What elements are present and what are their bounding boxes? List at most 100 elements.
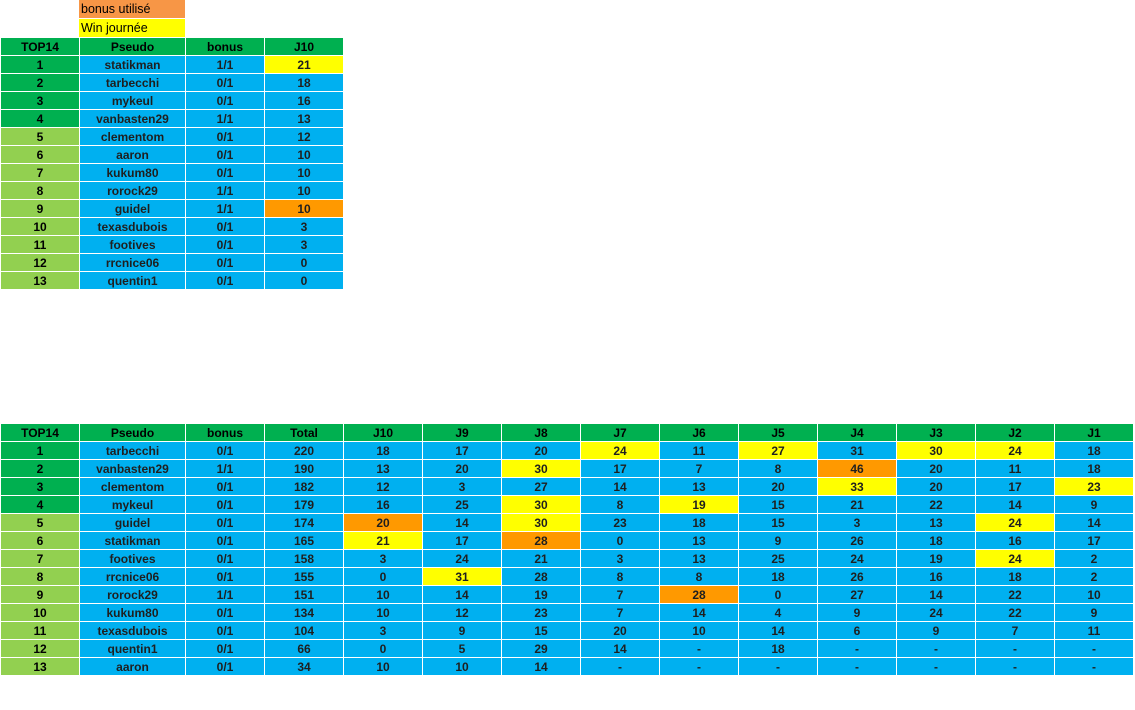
day-score-cell: 2 xyxy=(1054,567,1134,586)
table-row: 11 footives 0/1 3 xyxy=(0,235,344,254)
day-score-cell: 24 xyxy=(580,441,660,460)
day-score-cell: 28 xyxy=(659,585,739,604)
table-row: 3 clementom 0/1 182 12 3 27 14 13 20 33 20 17 23 xyxy=(0,477,1134,496)
day-score-cell: 14 xyxy=(659,603,739,622)
pseudo-cell: rrcnice06 xyxy=(79,567,186,586)
total-cell: 165 xyxy=(264,531,344,550)
day-score-cell: 3 xyxy=(343,549,423,568)
table-row: 12 rrcnice06 0/1 0 xyxy=(0,253,344,272)
total-cell: 158 xyxy=(264,549,344,568)
pseudo-cell: quentin1 xyxy=(79,639,186,658)
day-score-cell: 0 xyxy=(343,567,423,586)
rank-cell: 7 xyxy=(0,549,80,568)
total-cell: 104 xyxy=(264,621,344,640)
score-cell: 10 xyxy=(264,145,344,164)
day-score-cell: 18 xyxy=(896,531,976,550)
day-score-cell: 33 xyxy=(817,477,897,496)
day-score-cell: 30 xyxy=(896,441,976,460)
rank-cell: 9 xyxy=(0,199,80,218)
day-score-cell: 18 xyxy=(975,567,1055,586)
total-cell: 179 xyxy=(264,495,344,514)
total-cell: 182 xyxy=(264,477,344,496)
table-row: 2 vanbasten29 1/1 190 13 20 30 17 7 8 46 20 11 18 xyxy=(0,459,1134,478)
pseudo-cell: statikman xyxy=(79,55,186,74)
bonus-cell: 0/1 xyxy=(185,603,265,622)
header-row: TOP14 Pseudo bonus J10 xyxy=(0,37,344,56)
pseudo-cell: tarbecchi xyxy=(79,73,186,92)
bonus-cell: 0/1 xyxy=(185,513,265,532)
bonus-cell: 0/1 xyxy=(185,477,265,496)
day-score-cell: 9 xyxy=(1054,495,1134,514)
day-score-cell: 30 xyxy=(501,513,581,532)
column-header: J10 xyxy=(264,37,344,56)
day-score-cell: 26 xyxy=(817,531,897,550)
day-score-cell: 22 xyxy=(975,603,1055,622)
column-header: J9 xyxy=(422,423,502,442)
day-score-cell: 14 xyxy=(738,621,818,640)
day-score-cell: 23 xyxy=(580,513,660,532)
pseudo-cell: aaron xyxy=(79,145,186,164)
day-score-cell: 8 xyxy=(580,495,660,514)
table-row: 5 guidel 0/1 174 20 14 30 23 18 15 3 13 24 14 xyxy=(0,513,1134,532)
bonus-cell: 0/1 xyxy=(185,91,265,110)
day-score-cell: 9 xyxy=(817,603,897,622)
day-score-cell: 13 xyxy=(896,513,976,532)
bonus-cell: 1/1 xyxy=(185,459,265,478)
rank-cell: 8 xyxy=(0,181,80,200)
day-score-cell: 13 xyxy=(659,477,739,496)
table-row: 9 guidel 1/1 10 xyxy=(0,199,344,218)
bonus-cell: 1/1 xyxy=(185,181,265,200)
score-cell: 3 xyxy=(264,235,344,254)
table-row: 9 rorock29 1/1 151 10 14 19 7 28 0 27 14 22 10 xyxy=(0,585,1134,604)
day-score-cell: - xyxy=(817,639,897,658)
bonus-cell: 1/1 xyxy=(185,585,265,604)
rank-cell: 5 xyxy=(0,513,80,532)
pseudo-cell: rrcnice06 xyxy=(79,253,186,272)
total-cell: 174 xyxy=(264,513,344,532)
day-score-cell: 19 xyxy=(659,495,739,514)
day-score-cell: 10 xyxy=(422,657,502,676)
day-score-cell: 8 xyxy=(580,567,660,586)
day-score-cell: - xyxy=(817,657,897,676)
bonus-cell: 1/1 xyxy=(185,199,265,218)
day-score-cell: 23 xyxy=(501,603,581,622)
legend-day-win: Win journée xyxy=(79,19,185,37)
day-score-cell: 7 xyxy=(580,603,660,622)
bonus-cell: 0/1 xyxy=(185,441,265,460)
day-score-cell: 20 xyxy=(738,477,818,496)
rank-cell: 11 xyxy=(0,621,80,640)
pseudo-cell: guidel xyxy=(79,199,186,218)
day-score-cell: 18 xyxy=(343,441,423,460)
day-score-cell: 15 xyxy=(738,495,818,514)
day-score-cell: 7 xyxy=(659,459,739,478)
day-score-cell: 46 xyxy=(817,459,897,478)
table-row: 13 aaron 0/1 34 10 10 14- - - - - - - xyxy=(0,657,1134,676)
rank-cell: 11 xyxy=(0,235,80,254)
day-score-cell: 19 xyxy=(501,585,581,604)
pseudo-cell: rorock29 xyxy=(79,181,186,200)
day-score-cell: 11 xyxy=(659,441,739,460)
total-cell: 155 xyxy=(264,567,344,586)
day-score-cell: 24 xyxy=(975,441,1055,460)
day-score-cell: 18 xyxy=(1054,441,1134,460)
bonus-cell: 0/1 xyxy=(185,163,265,182)
day-score-cell: 8 xyxy=(738,459,818,478)
table-row: 7 footives 0/1 158 3 24 21 3 13 25 24 19 24 2 xyxy=(0,549,1134,568)
column-header: TOP14 xyxy=(0,423,80,442)
day-score-cell: - xyxy=(659,639,739,658)
rank-cell: 4 xyxy=(0,109,80,128)
rank-cell: 6 xyxy=(0,145,80,164)
day-score-cell: 22 xyxy=(896,495,976,514)
day-score-cell: 21 xyxy=(817,495,897,514)
day-score-cell: 14 xyxy=(501,657,581,676)
day-score-cell: - xyxy=(975,657,1055,676)
bonus-cell: 0/1 xyxy=(185,253,265,272)
day-score-cell: 17 xyxy=(975,477,1055,496)
day-score-cell: - xyxy=(659,657,739,676)
bonus-cell: 0/1 xyxy=(185,127,265,146)
day-score-cell: 10 xyxy=(343,657,423,676)
score-cell: 10 xyxy=(264,181,344,200)
score-cell: 18 xyxy=(264,73,344,92)
total-cell: 134 xyxy=(264,603,344,622)
day-score-cell: 11 xyxy=(1054,621,1134,640)
